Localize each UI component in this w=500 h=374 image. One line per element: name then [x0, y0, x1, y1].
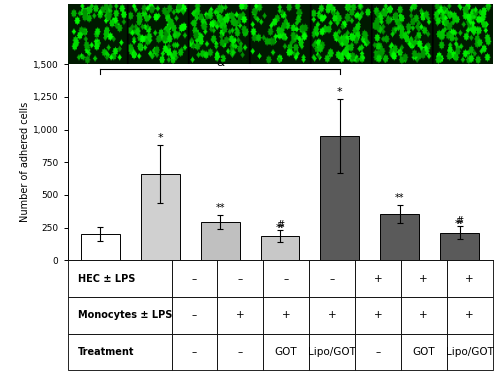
Y-axis label: Number of adhered cells: Number of adhered cells	[20, 102, 30, 223]
Text: #: #	[456, 216, 464, 226]
Bar	[320, 136, 360, 260]
Bar	[141, 174, 180, 260]
Text: *: *	[337, 87, 342, 97]
Text: **: **	[395, 193, 404, 203]
Text: *: *	[158, 133, 163, 143]
Text: #: #	[276, 220, 284, 230]
Bar	[81, 234, 120, 260]
Bar	[200, 222, 239, 260]
Bar	[440, 233, 479, 260]
Text: &: &	[216, 58, 224, 68]
Bar	[380, 214, 419, 260]
Text: **: **	[455, 219, 464, 229]
Text: **: **	[216, 203, 225, 213]
Text: **: **	[275, 223, 285, 233]
Bar	[260, 236, 300, 260]
